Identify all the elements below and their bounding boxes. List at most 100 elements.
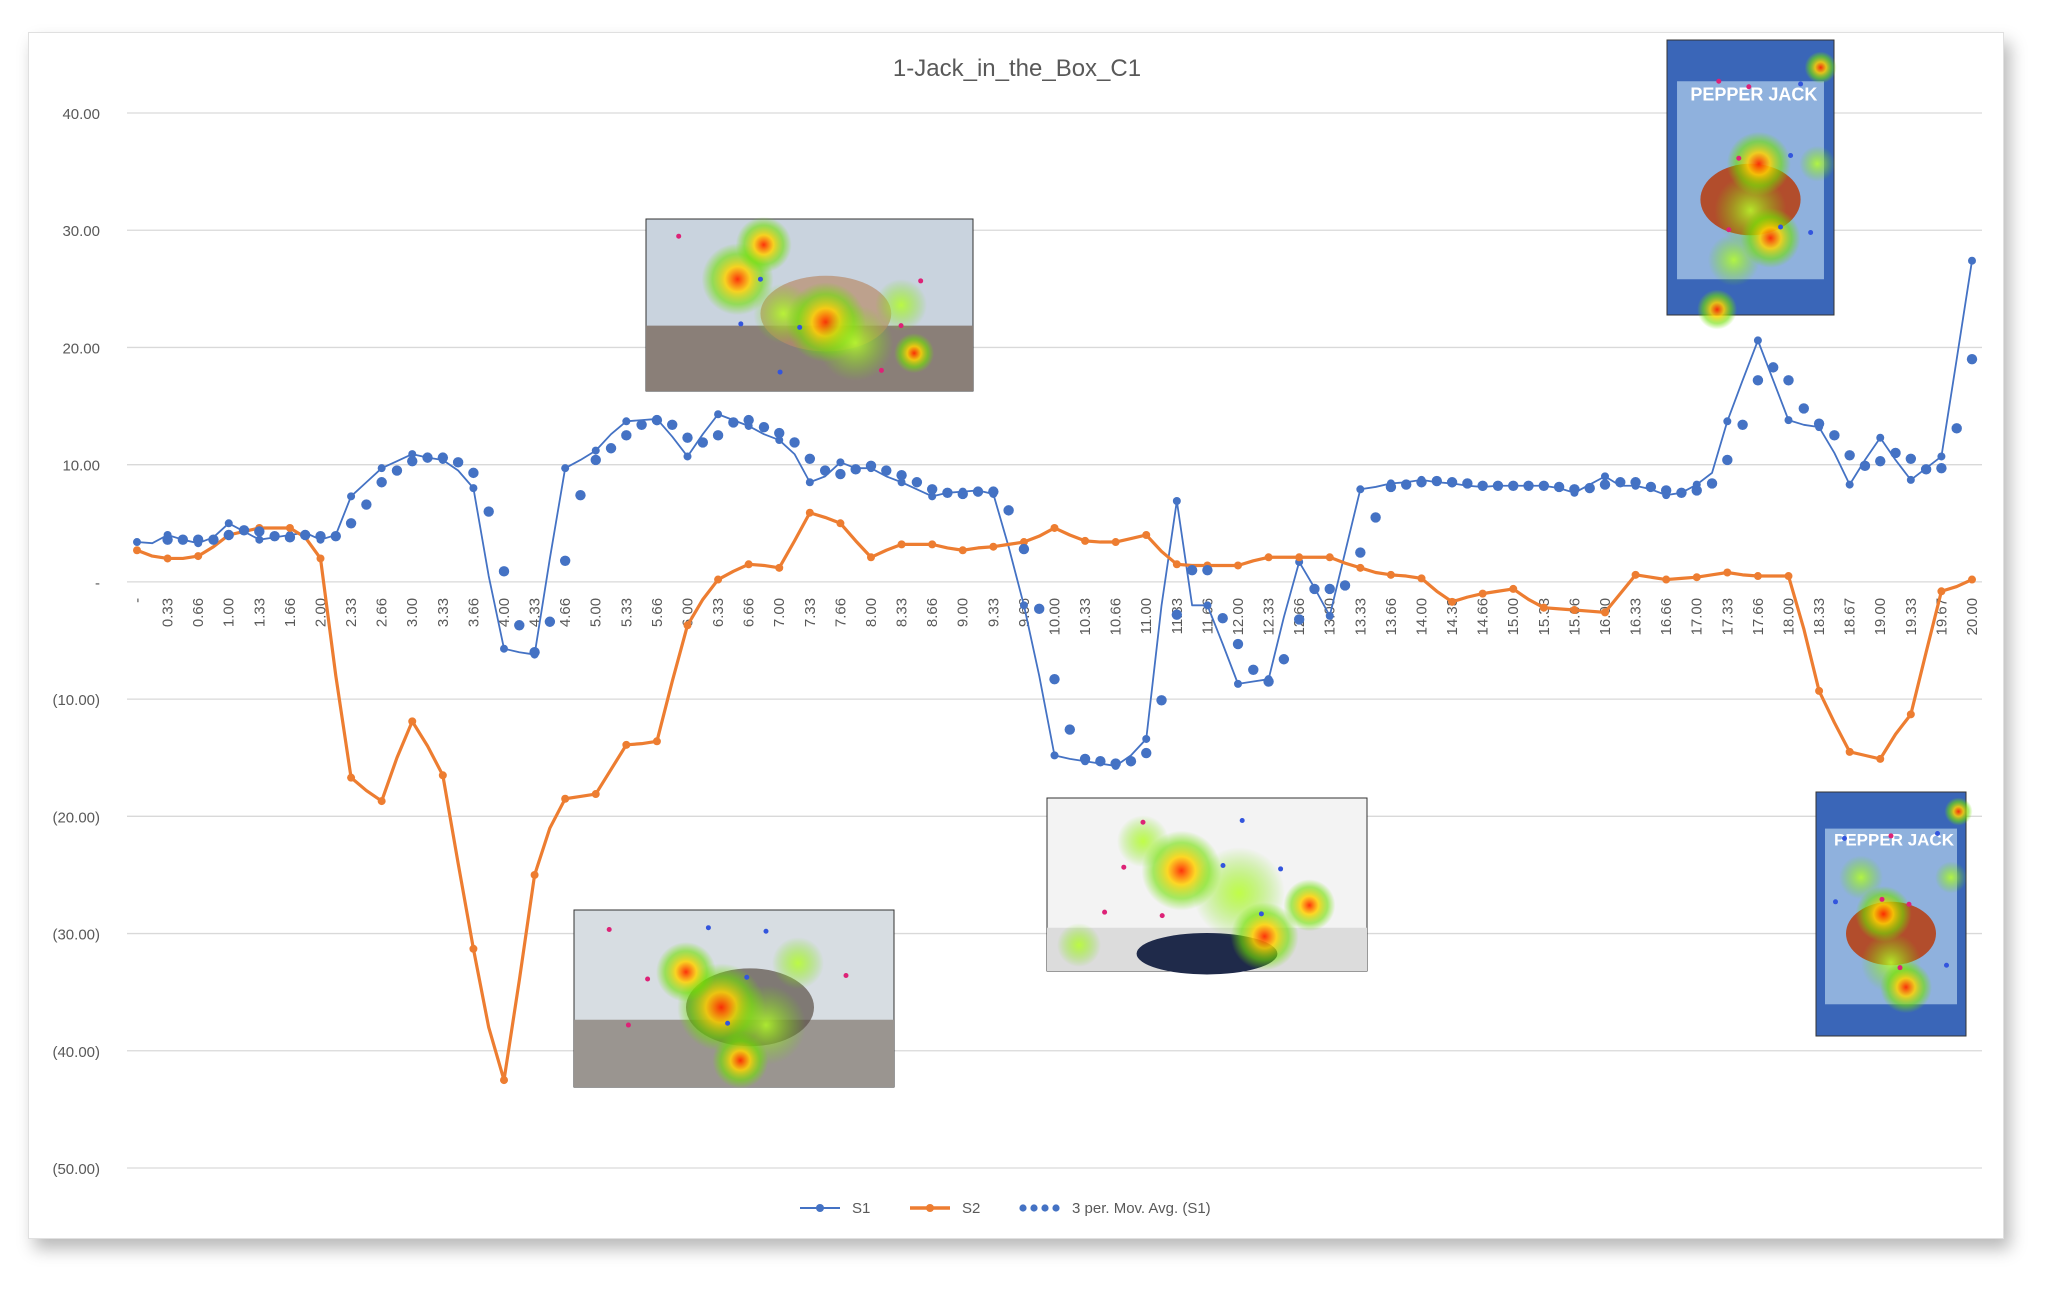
moving-average-point [1309,583,1320,595]
moving-average-point [819,465,831,476]
moving-average-point [391,465,403,476]
x-tick-label: 10.66 [1108,598,1125,636]
x-tick-label: 15.66 [1566,598,1583,636]
x-tick-label: 9.33 [985,598,1002,627]
legend-entry: S2 [910,1200,980,1217]
gaze-point [1716,78,1722,84]
data-point [928,540,937,549]
data-point [1448,597,1457,606]
gaze-heat-blob [1944,797,1973,826]
data-point [1356,485,1365,494]
moving-average-point [1783,375,1794,386]
moving-average-point [804,453,816,465]
series-1 [133,256,1976,770]
gaze-point [1833,899,1838,905]
legend-swatch [1041,1204,1049,1212]
series-2 [133,508,1976,1085]
gaze-heat-blob [1707,234,1760,286]
x-tick-label: 8.66 [924,598,941,627]
x-tick-label: 0.66 [190,598,207,627]
moving-average-point [1232,638,1244,650]
data-point [683,621,692,630]
moving-average-point [1813,418,1825,429]
moving-average-point [208,534,219,545]
moving-average-point [789,437,800,448]
moving-average-point [1584,482,1595,494]
x-tick-label: 7.00 [771,598,788,627]
gaze-point [1726,227,1732,233]
moving-average-point [850,464,861,475]
x-tick-label: 1.33 [251,598,268,627]
gaze-point [645,976,651,982]
data-point [377,464,386,473]
data-point [347,773,356,782]
data-point [1662,575,1671,584]
data-point [805,478,814,487]
moving-average-point [697,437,708,448]
gaze-heat-blob [1839,855,1883,900]
data-point [1019,538,1028,547]
gaze-point [1897,965,1903,971]
moving-average-point [192,534,204,545]
moving-average-point [1477,480,1488,491]
x-tick-label: 4.00 [496,598,513,627]
moving-average-point [636,419,647,431]
gaze-point [757,276,763,282]
data-point [928,492,937,501]
series-line [136,260,1973,767]
moving-average-point [590,454,601,466]
gaze-point [1220,862,1226,868]
x-tick-label: 13.66 [1383,598,1400,636]
moving-average-point [1630,477,1641,488]
x-tick-label: 7.66 [832,598,849,627]
x-tick-label: 17.00 [1689,598,1706,636]
x-tick-label: 8.00 [863,598,880,627]
chart-title: 1-Jack_in_the_Box_C1 [893,55,1141,82]
x-tick-label: 0.33 [160,598,177,627]
data-point [438,771,447,780]
y-tick-label: 30.00 [62,223,100,240]
data-point [1234,679,1242,688]
data-point [316,554,325,563]
x-tick-label: 10.33 [1077,598,1094,636]
gaze-point [1842,835,1847,841]
moving-average-point [911,477,923,488]
moving-average-point [468,467,479,479]
data-point [1906,475,1915,484]
data-point [836,519,845,528]
eye-tracking-heatmap-burger-road [645,216,974,392]
y-tick-label: 20.00 [62,340,100,357]
gaze-point [1159,913,1165,919]
x-tick-label: 3.33 [435,598,452,627]
gaze-heat-blob [1880,961,1932,1014]
heatmap-overlays: PEPPER JACK PEPPER JACK [573,39,1973,1089]
data-point [1142,531,1151,539]
x-tick-label: 14.33 [1444,598,1461,636]
data-point [133,546,141,555]
data-point [224,519,233,528]
x-tick-label: 5.00 [588,598,605,627]
data-point [500,1076,508,1085]
x-tick-label: 1.00 [221,598,238,627]
data-point [1876,754,1885,763]
data-point [591,446,600,455]
y-tick-label: - [95,575,100,592]
gaze-point [763,928,769,934]
moving-average-point [1920,464,1932,475]
moving-average-point [1156,695,1167,706]
x-tick-label: 6.33 [710,598,727,627]
gaze-point [777,369,783,375]
x-tick-label: 8.33 [894,598,911,627]
x-tick-label: - [129,598,146,603]
moving-average-point [942,487,953,498]
moving-average-point [1508,480,1519,491]
legend-label: S1 [852,1200,870,1217]
moving-average-point [1248,664,1259,676]
data-point [1784,416,1793,425]
moving-average-point [1492,480,1504,491]
x-tick-label: 20.00 [1964,598,1981,636]
gaze-point [625,1022,631,1028]
moving-average-point [1034,603,1045,615]
gaze-point [738,321,744,327]
